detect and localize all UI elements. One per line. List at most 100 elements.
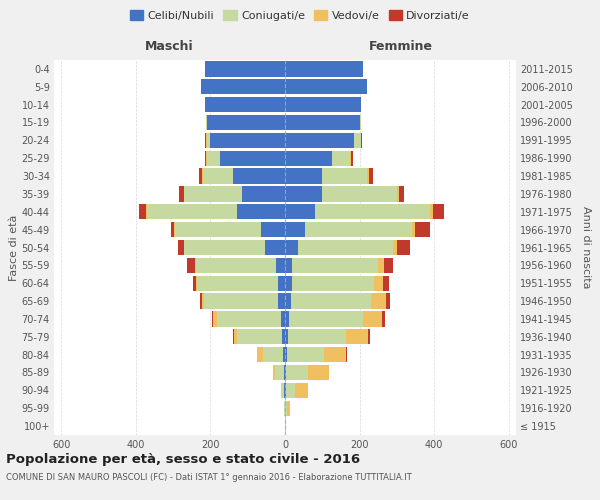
Legend: Celibi/Nubili, Coniugati/e, Vedovi/e, Divorziati/e: Celibi/Nubili, Coniugati/e, Vedovi/e, Di… [125, 6, 475, 25]
Bar [292, 258, 378, 273]
Bar [286, 400, 287, 416]
Bar [397, 240, 410, 255]
Bar [284, 400, 285, 416]
Bar [298, 240, 393, 255]
Bar [275, 365, 284, 380]
Bar [242, 186, 285, 202]
Bar [207, 115, 285, 130]
Bar [278, 276, 285, 291]
Bar [195, 258, 196, 273]
Bar [286, 383, 295, 398]
Bar [285, 240, 298, 255]
Bar [207, 150, 220, 166]
Bar [397, 186, 398, 202]
Bar [354, 133, 361, 148]
Bar [187, 258, 195, 273]
Bar [322, 168, 367, 184]
Bar [412, 222, 415, 237]
Bar [352, 150, 353, 166]
Bar [289, 312, 363, 326]
Bar [287, 400, 290, 416]
Bar [285, 79, 367, 94]
Bar [202, 168, 203, 184]
Bar [285, 347, 287, 362]
Bar [382, 312, 385, 326]
Bar [285, 133, 354, 148]
Bar [285, 294, 290, 308]
Bar [285, 204, 315, 220]
Bar [217, 312, 281, 326]
Text: Maschi: Maschi [145, 40, 194, 52]
Bar [361, 133, 362, 148]
Bar [359, 115, 361, 130]
Bar [184, 186, 242, 202]
Bar [285, 258, 292, 273]
Bar [281, 312, 285, 326]
Bar [214, 312, 217, 326]
Bar [315, 204, 430, 220]
Bar [285, 276, 292, 291]
Bar [206, 150, 207, 166]
Bar [282, 329, 285, 344]
Bar [433, 204, 445, 220]
Bar [263, 347, 283, 362]
Bar [211, 133, 285, 148]
Bar [212, 312, 214, 326]
Bar [206, 133, 207, 148]
Bar [368, 329, 370, 344]
Bar [283, 347, 285, 362]
Bar [285, 365, 286, 380]
Bar [199, 168, 202, 184]
Bar [205, 97, 285, 112]
Bar [383, 276, 389, 291]
Bar [386, 294, 390, 308]
Bar [206, 115, 207, 130]
Bar [398, 186, 404, 202]
Bar [205, 62, 285, 76]
Bar [305, 222, 412, 237]
Bar [196, 258, 275, 273]
Bar [393, 240, 397, 255]
Bar [367, 168, 369, 184]
Bar [284, 383, 285, 398]
Bar [285, 97, 361, 112]
Bar [220, 150, 285, 166]
Bar [286, 365, 308, 380]
Bar [193, 276, 196, 291]
Bar [238, 329, 282, 344]
Bar [205, 133, 206, 148]
Bar [207, 133, 211, 148]
Bar [170, 222, 175, 237]
Bar [285, 383, 286, 398]
Bar [285, 312, 289, 326]
Bar [332, 150, 350, 166]
Bar [184, 240, 265, 255]
Bar [202, 294, 204, 308]
Bar [285, 150, 332, 166]
Bar [295, 383, 308, 398]
Bar [288, 329, 346, 344]
Bar [204, 294, 278, 308]
Bar [233, 168, 285, 184]
Bar [290, 294, 371, 308]
Bar [175, 222, 261, 237]
Bar [285, 418, 286, 434]
Bar [278, 294, 285, 308]
Bar [346, 329, 368, 344]
Bar [415, 222, 430, 237]
Bar [281, 383, 284, 398]
Bar [430, 204, 433, 220]
Bar [233, 329, 238, 344]
Bar [292, 276, 374, 291]
Bar [201, 79, 285, 94]
Bar [346, 347, 347, 362]
Bar [147, 204, 236, 220]
Bar [369, 168, 373, 184]
Bar [236, 204, 285, 220]
Bar [179, 186, 184, 202]
Bar [200, 294, 202, 308]
Bar [350, 150, 352, 166]
Bar [285, 186, 322, 202]
Bar [284, 365, 285, 380]
Bar [203, 168, 233, 184]
